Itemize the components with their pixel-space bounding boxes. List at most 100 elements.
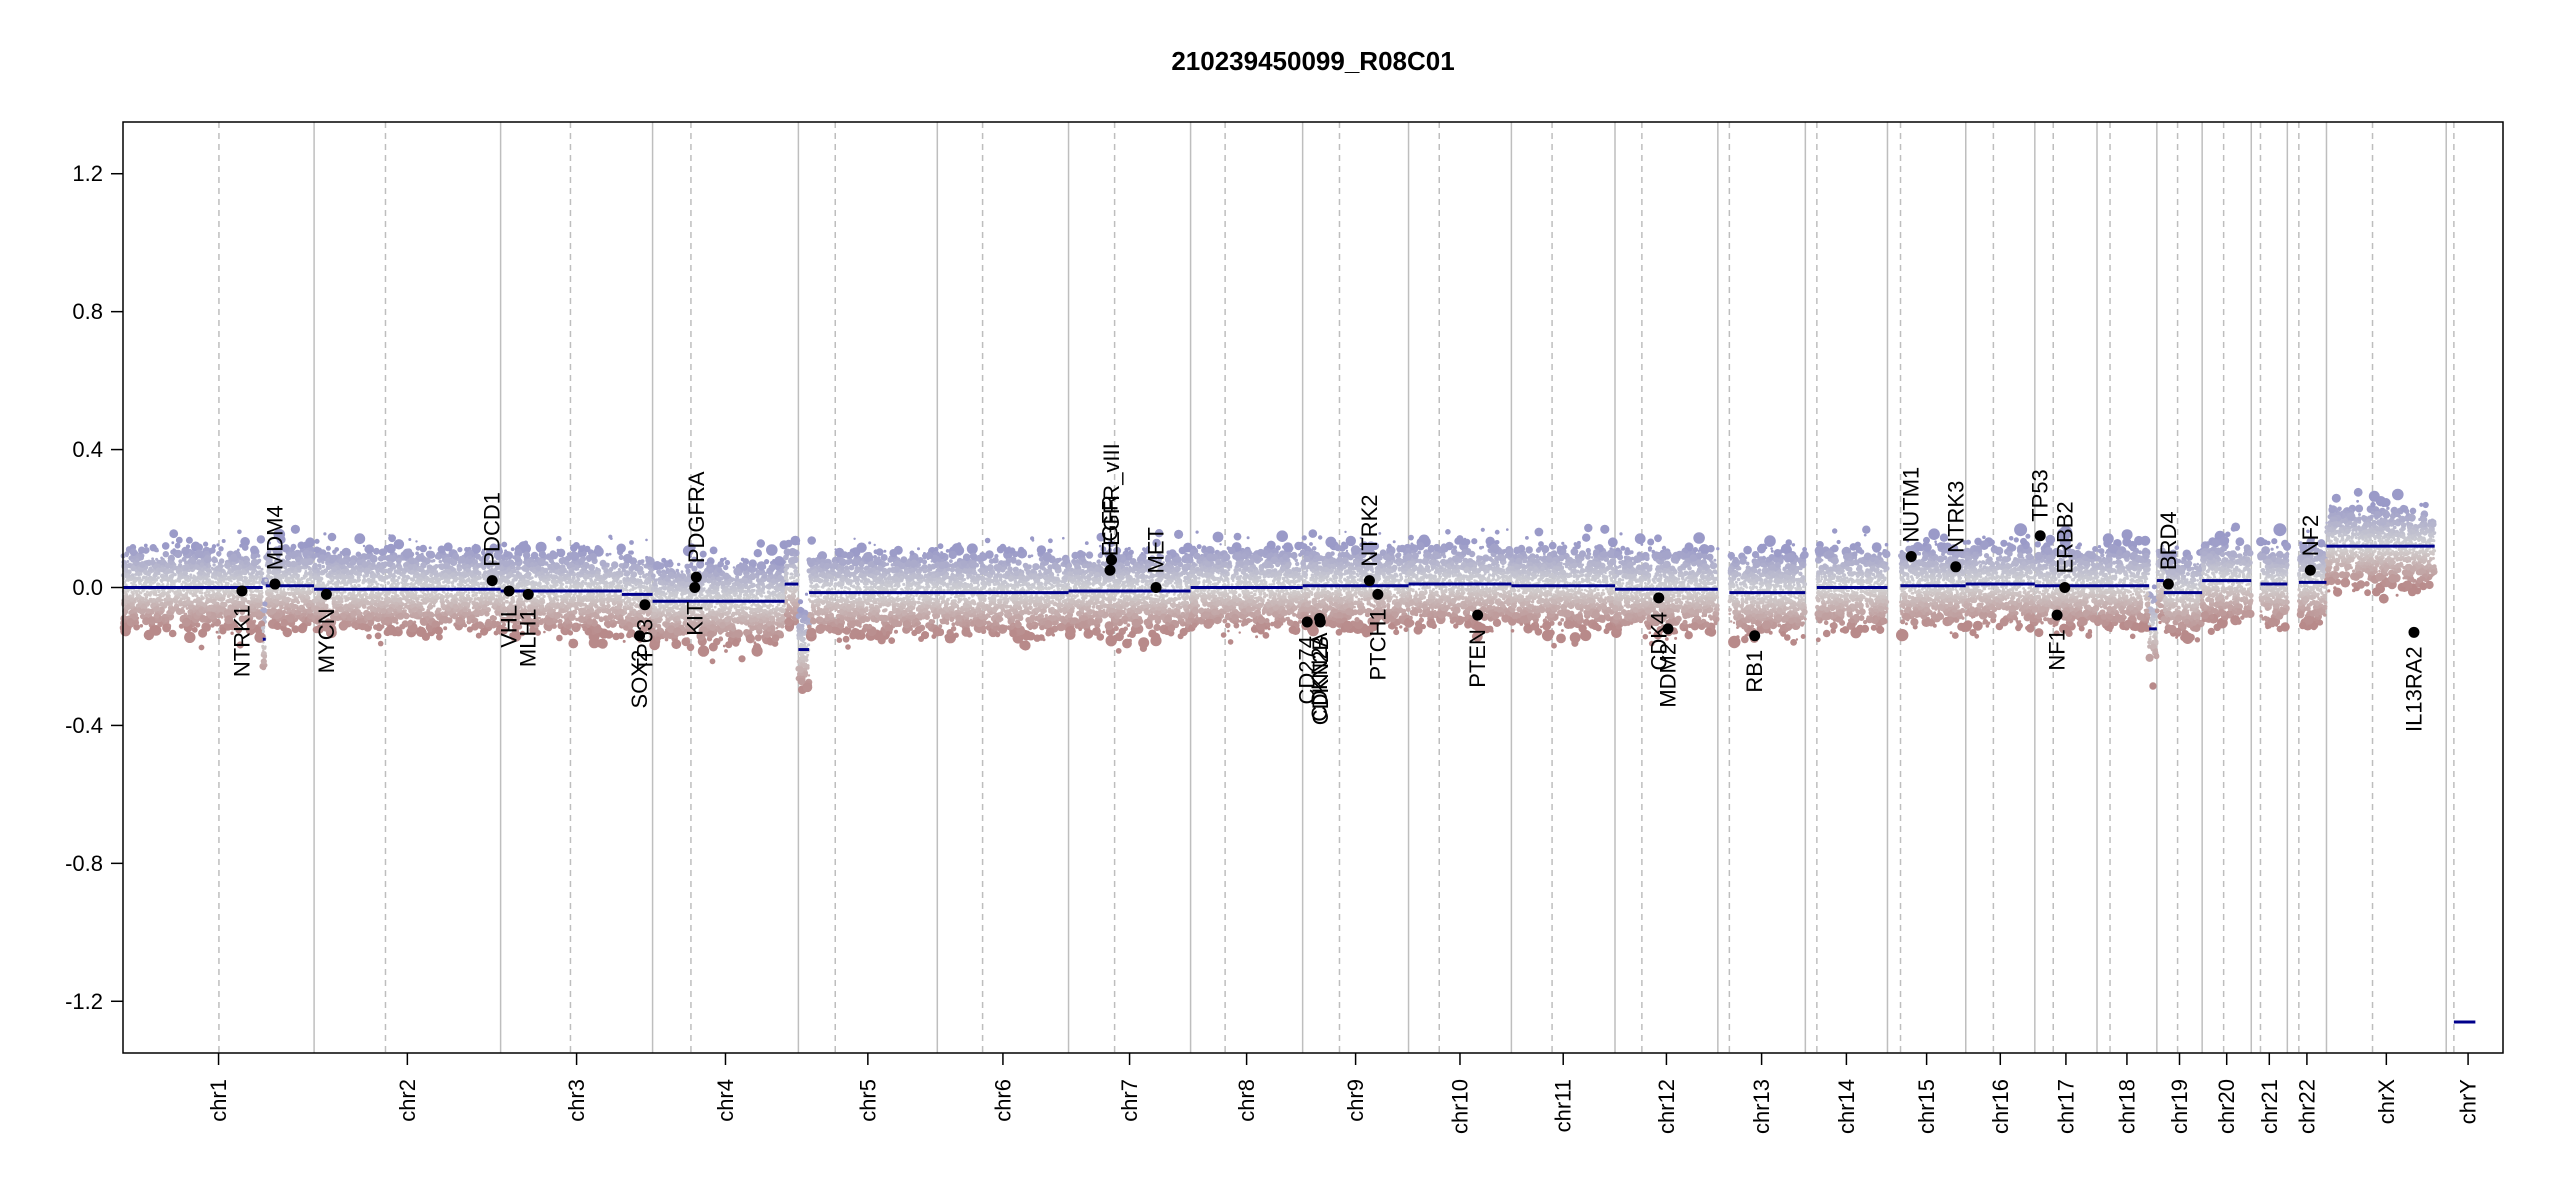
probe-point	[314, 570, 317, 573]
probe-point	[170, 580, 174, 584]
probe-point	[208, 565, 211, 568]
probe-point	[141, 609, 147, 615]
probe-point	[302, 591, 305, 594]
probe-point	[163, 551, 169, 557]
probe-point	[291, 525, 300, 534]
probe-point	[359, 623, 366, 630]
probe-point	[431, 594, 434, 597]
probe-point	[429, 546, 432, 549]
probe-point	[162, 589, 165, 592]
probe-point	[169, 556, 172, 559]
probe-point	[380, 584, 383, 587]
probe-point	[365, 596, 369, 600]
probe-point	[331, 574, 334, 577]
probe-point	[381, 608, 387, 614]
probe-point	[349, 570, 354, 575]
probe-point	[186, 599, 191, 604]
probe-point	[412, 601, 415, 604]
probe-point	[206, 611, 211, 616]
probe-point	[131, 594, 134, 597]
probe-point	[618, 568, 621, 571]
probe-point	[456, 571, 461, 576]
probe-point	[260, 622, 265, 627]
probe-point	[363, 545, 365, 547]
probe-point	[313, 592, 316, 595]
probe-point	[152, 570, 155, 573]
probe-point	[345, 597, 349, 601]
probe-point	[464, 547, 469, 552]
probe-point	[162, 542, 170, 550]
probe-point	[307, 555, 310, 558]
probe-point	[451, 572, 456, 577]
probe-point	[261, 645, 264, 648]
probe-point	[151, 557, 154, 560]
probe-point	[145, 581, 148, 584]
probe-point	[396, 558, 402, 564]
probe-point	[341, 613, 347, 619]
probe-point	[477, 622, 484, 629]
probe-point	[149, 626, 159, 636]
probe-point	[321, 573, 324, 576]
probe-point	[332, 594, 335, 597]
probe-point	[473, 568, 479, 574]
probe-point	[140, 603, 142, 605]
probe-point	[381, 597, 384, 600]
probe-point	[172, 548, 175, 551]
probe-point	[380, 592, 383, 595]
probe-point	[367, 585, 370, 588]
probe-point	[484, 592, 487, 595]
probe-point	[326, 558, 330, 562]
probe-point	[203, 566, 207, 570]
probe-point	[144, 571, 148, 575]
probe-point	[427, 591, 430, 594]
probe-point	[370, 555, 378, 563]
probe-point	[288, 579, 290, 581]
probe-point	[355, 607, 358, 610]
probe-point	[207, 599, 211, 603]
probe-point	[423, 594, 425, 596]
probe-point	[367, 607, 370, 610]
probe-point	[290, 561, 297, 568]
probe-point	[305, 537, 315, 547]
probe-point	[396, 594, 399, 597]
probe-point	[214, 568, 217, 571]
probe-point	[473, 610, 479, 616]
probe-point	[227, 570, 231, 574]
probe-point	[296, 590, 298, 592]
probe-point	[362, 604, 367, 609]
probe-point	[165, 617, 170, 622]
probe-point	[593, 593, 595, 595]
probe-point	[470, 563, 473, 566]
probe-point	[425, 594, 429, 598]
probe-point	[451, 616, 454, 619]
probe-point	[433, 559, 436, 562]
probe-point	[186, 544, 190, 548]
probe-point	[443, 626, 447, 630]
probe-point	[199, 645, 205, 651]
probe-point	[375, 632, 382, 639]
probe-point	[493, 570, 497, 574]
probe-point	[428, 578, 431, 581]
probe-point	[364, 555, 369, 560]
probe-point	[246, 600, 250, 604]
probe-point	[303, 610, 306, 613]
probe-point	[327, 565, 330, 568]
probe-point	[251, 571, 255, 575]
probe-point	[279, 589, 281, 591]
probe-point	[350, 595, 352, 597]
probe-point	[343, 605, 348, 610]
probe-point	[153, 603, 157, 607]
probe-point	[420, 582, 422, 584]
probe-point	[475, 582, 478, 585]
probe-point	[357, 578, 360, 581]
probe-point	[298, 582, 301, 585]
probe-point	[199, 616, 206, 623]
probe-point	[302, 559, 309, 566]
probe-point	[163, 599, 166, 602]
probe-point	[217, 583, 220, 586]
probe-point	[493, 601, 496, 604]
probe-point	[153, 592, 157, 596]
probe-point	[272, 595, 275, 598]
probe-point	[443, 562, 449, 568]
probe-point	[176, 591, 179, 594]
